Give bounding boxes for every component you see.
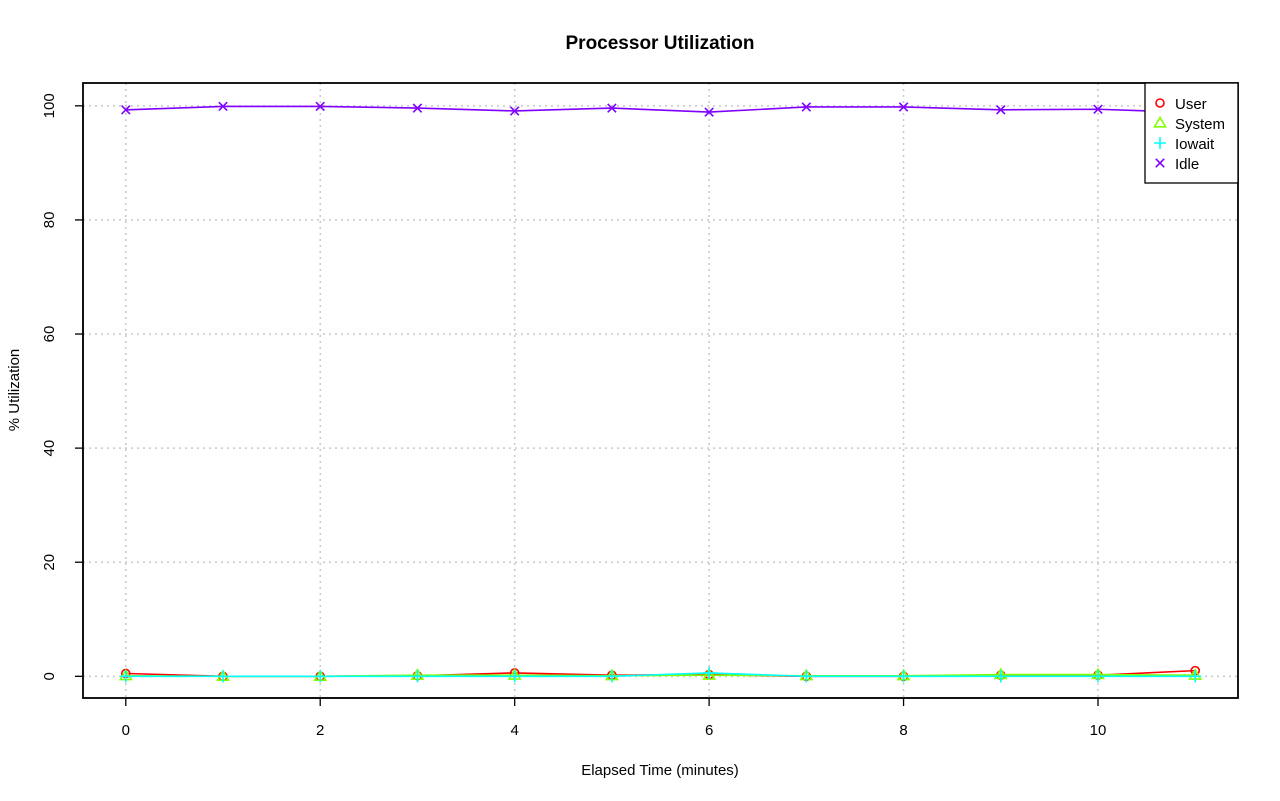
- series-line-iowait: [125, 672, 1196, 678]
- legend: User System Iowait Idle: [1144, 82, 1239, 184]
- legend-marker-iowait: [1154, 137, 1166, 149]
- data-point-idle: [1093, 104, 1103, 115]
- x-tick-label: 0: [122, 722, 130, 739]
- data-point-idle: [801, 102, 812, 112]
- data-point-idle: [996, 105, 1006, 115]
- x-tick-label: 8: [899, 722, 907, 739]
- x-tick-label: 4: [510, 722, 518, 739]
- legend-markers: [1153, 98, 1167, 168]
- series-group: [118, 101, 1203, 683]
- data-point-iowait: [411, 670, 424, 683]
- data-point-system: [702, 668, 717, 680]
- data-point-iowait: [1092, 670, 1104, 683]
- data-point-iowait: [119, 670, 132, 683]
- y-axis-label: % Utilization: [6, 349, 23, 432]
- legend-marker-user: [1155, 98, 1165, 108]
- series-iowait: [119, 666, 1202, 683]
- data-point-iowait: [703, 666, 716, 679]
- y-tick-label: 60: [41, 326, 58, 343]
- legend-label-iowait: Iowait: [1175, 136, 1215, 153]
- legend-marker-system: [1153, 115, 1167, 128]
- data-point-iowait: [897, 670, 910, 683]
- legend-label-idle: Idle: [1175, 156, 1199, 173]
- legend-label-system: System: [1175, 116, 1225, 133]
- data-point-idle: [315, 101, 325, 112]
- legend-label-user: User: [1175, 96, 1207, 113]
- data-point-idle: [121, 105, 131, 115]
- legend-marker-idle: [1155, 158, 1165, 168]
- data-point-idle: [218, 101, 228, 112]
- data-point-iowait: [994, 670, 1007, 683]
- y-tick-label: 40: [41, 440, 58, 457]
- data-point-iowait: [800, 670, 813, 683]
- data-point-idle: [412, 103, 423, 113]
- y-tick-label: 20: [41, 554, 58, 571]
- x-tick-label: 10: [1090, 722, 1107, 739]
- data-point-idle: [509, 106, 520, 116]
- y-tick-label: 100: [41, 93, 58, 118]
- data-point-iowait: [217, 670, 229, 683]
- data-point-iowait: [508, 670, 521, 683]
- y-tick-label: 0: [41, 672, 58, 680]
- data-point-idle: [607, 103, 617, 113]
- series-line-idle: [125, 105, 1196, 114]
- chart-title: Processor Utilization: [566, 33, 755, 54]
- data-point-idle: [704, 107, 714, 117]
- x-tick-label: 6: [705, 722, 713, 739]
- data-point-idle: [898, 102, 909, 112]
- data-point-iowait: [1189, 670, 1202, 683]
- x-tick-label: 2: [316, 722, 324, 739]
- y-tick-label: 80: [41, 212, 58, 229]
- x-axis-label: Elapsed Time (minutes): [581, 762, 739, 779]
- data-point-iowait: [605, 670, 618, 683]
- data-point-iowait: [314, 670, 327, 683]
